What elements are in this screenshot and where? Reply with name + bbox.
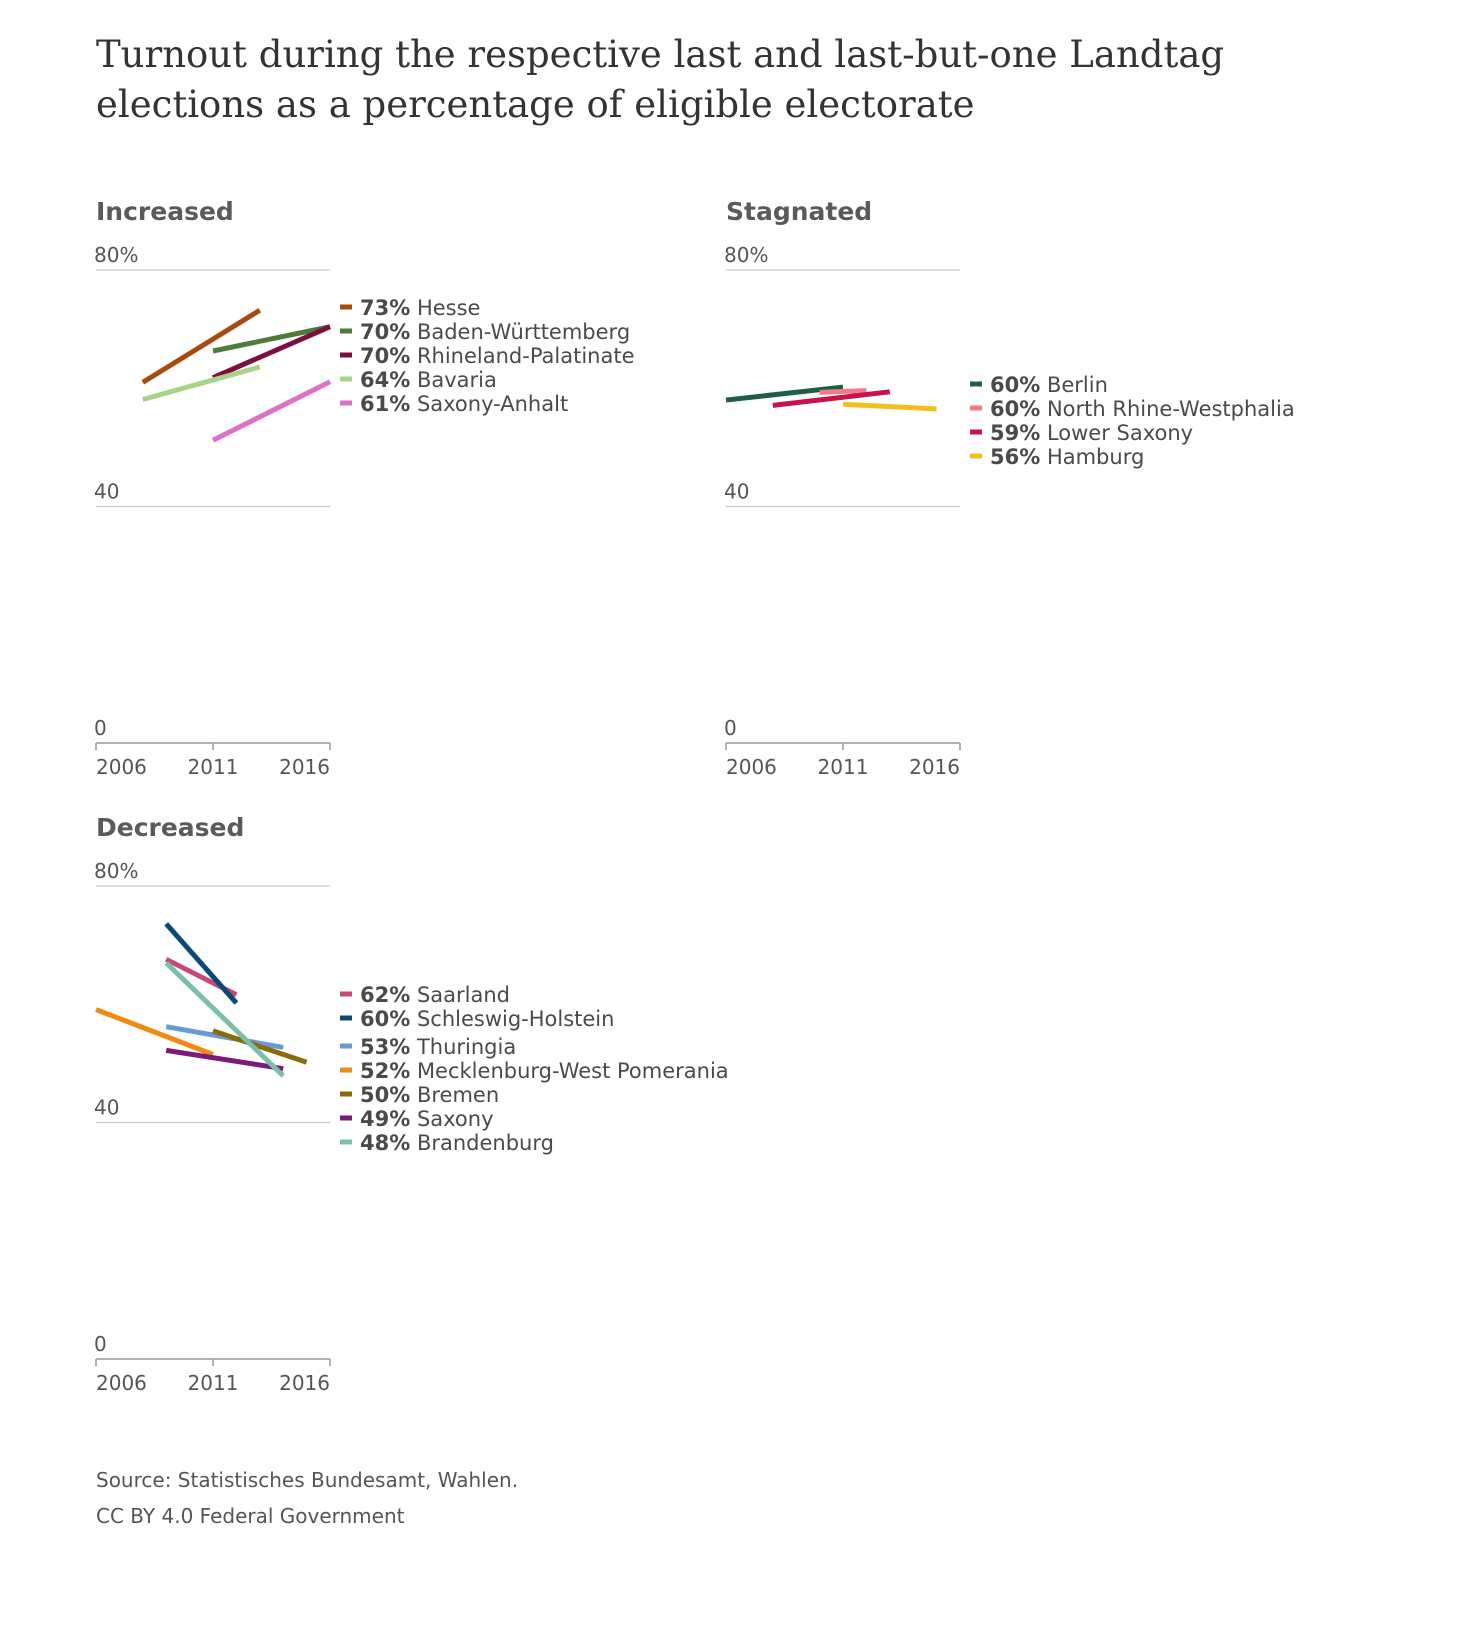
license-text: CC BY 4.0 Federal Government xyxy=(96,1504,405,1528)
panel-title: Stagnated xyxy=(726,197,872,226)
legend-name: Thuringia xyxy=(410,1035,516,1059)
x-tick-label: 2016 xyxy=(279,1371,330,1395)
legend-name: Baden-Württemberg xyxy=(410,320,630,344)
y-tick-label: 0 xyxy=(94,1332,107,1356)
series-line-schleswig-holstein xyxy=(164,922,239,1005)
y-tick-label: 80% xyxy=(94,243,138,267)
legend-name: Hamburg xyxy=(1040,445,1144,469)
series-line-bavaria xyxy=(142,364,261,402)
y-tick-label: 0 xyxy=(724,716,737,740)
legend-entry-baden-wurttemberg: 70% Baden-Württemberg xyxy=(360,320,630,344)
legend-name: Berlin xyxy=(1040,373,1108,397)
y-tick-label: 40 xyxy=(94,1096,119,1120)
legend-value: 61% xyxy=(360,392,410,416)
x-tick-label: 2011 xyxy=(818,755,869,779)
series-line-saxony xyxy=(165,1047,284,1072)
series-line-baden-wurttemberg xyxy=(212,324,331,354)
legend-entry-lower-saxony: 59% Lower Saxony xyxy=(990,421,1193,445)
series-line-saxony-anhalt xyxy=(211,379,332,443)
legend-entry-saxony-anhalt: 61% Saxony-Anhalt xyxy=(360,392,568,416)
x-tick-label: 2016 xyxy=(909,755,960,779)
legend-entry-rhineland-palatinate: 70% Rhineland-Palatinate xyxy=(360,344,635,368)
series-line-bremen xyxy=(212,1028,308,1065)
legend-value: 49% xyxy=(360,1107,410,1131)
legend-value: 52% xyxy=(360,1059,410,1083)
legend-name: Rhineland-Palatinate xyxy=(410,344,634,368)
legend-value: 56% xyxy=(990,445,1040,469)
legend-entry-thuringia: 53% Thuringia xyxy=(360,1035,516,1059)
legend-name: Hesse xyxy=(410,296,480,320)
series-line-hesse xyxy=(141,308,262,385)
source-note: Source: Statistisches Bundesamt, Wahlen.… xyxy=(96,1462,518,1534)
legend-entry-berlin: 60% Berlin xyxy=(990,373,1108,397)
y-tick-label: 80% xyxy=(94,859,138,883)
legend-name: Bavaria xyxy=(410,368,497,392)
legend-value: 70% xyxy=(360,344,410,368)
legend-entry-bremen: 50% Bremen xyxy=(360,1083,499,1107)
legend-value: 59% xyxy=(990,421,1040,445)
legend-name: Saxony xyxy=(410,1107,493,1131)
x-tick-label: 2006 xyxy=(96,755,147,779)
legend-name: Brandenburg xyxy=(410,1131,554,1155)
legend-value: 73% xyxy=(360,296,410,320)
series-line-rhineland-palatinate xyxy=(212,324,331,380)
series-line-berlin xyxy=(725,384,844,403)
y-tick-label: 40 xyxy=(94,480,119,504)
panel-title: Decreased xyxy=(96,813,244,842)
legend-value: 50% xyxy=(360,1083,410,1107)
legend-entry-bavaria: 64% Bavaria xyxy=(360,368,497,392)
legend-entry-saxony: 49% Saxony xyxy=(360,1107,494,1131)
legend-value: 64% xyxy=(360,368,410,392)
legend-entry-saarland: 62% Saarland xyxy=(360,983,510,1007)
legend-name: Lower Saxony xyxy=(1040,421,1193,445)
y-tick-label: 40 xyxy=(724,480,749,504)
x-tick-label: 2016 xyxy=(279,755,330,779)
legend-name: Mecklenburg-West Pomerania xyxy=(410,1059,728,1083)
series-line-mecklenburg-west-pomerania xyxy=(95,1007,214,1057)
series-line-brandenburg xyxy=(164,961,285,1078)
legend-value: 60% xyxy=(360,1007,410,1031)
panel-decreased: Decreased 80% 40 0 2006 2011 2016 62% Saarland6… xyxy=(94,813,729,1395)
legend-value: 48% xyxy=(360,1131,410,1155)
chart-title: Turnout during the respective last and l… xyxy=(96,33,1225,126)
legend-entry-hamburg: 56% Hamburg xyxy=(990,445,1144,469)
y-tick-label: 0 xyxy=(94,716,107,740)
source-text: Source: Statistisches Bundesamt, Wahlen. xyxy=(96,1468,519,1492)
legend-entry-north-rhine-westphalia: 60% North Rhine-Westphalia xyxy=(990,397,1295,421)
legend-entry-hesse: 73% Hesse xyxy=(360,296,480,320)
x-tick-label: 2006 xyxy=(726,755,777,779)
legend-name: Saxony-Anhalt xyxy=(410,392,568,416)
legend-name: North Rhine-Westphalia xyxy=(1040,397,1294,421)
legend-entry-brandenburg: 48% Brandenburg xyxy=(360,1131,554,1155)
legend-value: 62% xyxy=(360,983,410,1007)
legend-value: 60% xyxy=(990,397,1040,421)
legend-value: 60% xyxy=(990,373,1040,397)
legend-value: 70% xyxy=(360,320,410,344)
series-line-north-rhine-westphalia xyxy=(819,388,867,395)
legend-name: Bremen xyxy=(410,1083,499,1107)
x-tick-label: 2011 xyxy=(188,755,239,779)
series-line-hamburg xyxy=(842,401,937,412)
legend-name: Saarland xyxy=(410,983,510,1007)
series-line-lower-saxony xyxy=(772,389,891,408)
legend-value: 53% xyxy=(360,1035,410,1059)
x-tick-label: 2011 xyxy=(188,1371,239,1395)
legend-entry-mecklenburg-west-pomerania: 52% Mecklenburg-West Pomerania xyxy=(360,1059,729,1083)
legend-entry-schleswig-holstein: 60% Schleswig-Holstein xyxy=(360,1007,614,1031)
y-tick-label: 80% xyxy=(724,243,768,267)
x-tick-label: 2006 xyxy=(96,1371,147,1395)
panel-title: Increased xyxy=(96,197,234,226)
panel-stagnated: Stagnated 80% 40 0 2006 2011 2016 60% Berlin60%… xyxy=(724,197,1295,779)
legend-name: Schleswig-Holstein xyxy=(410,1007,614,1031)
